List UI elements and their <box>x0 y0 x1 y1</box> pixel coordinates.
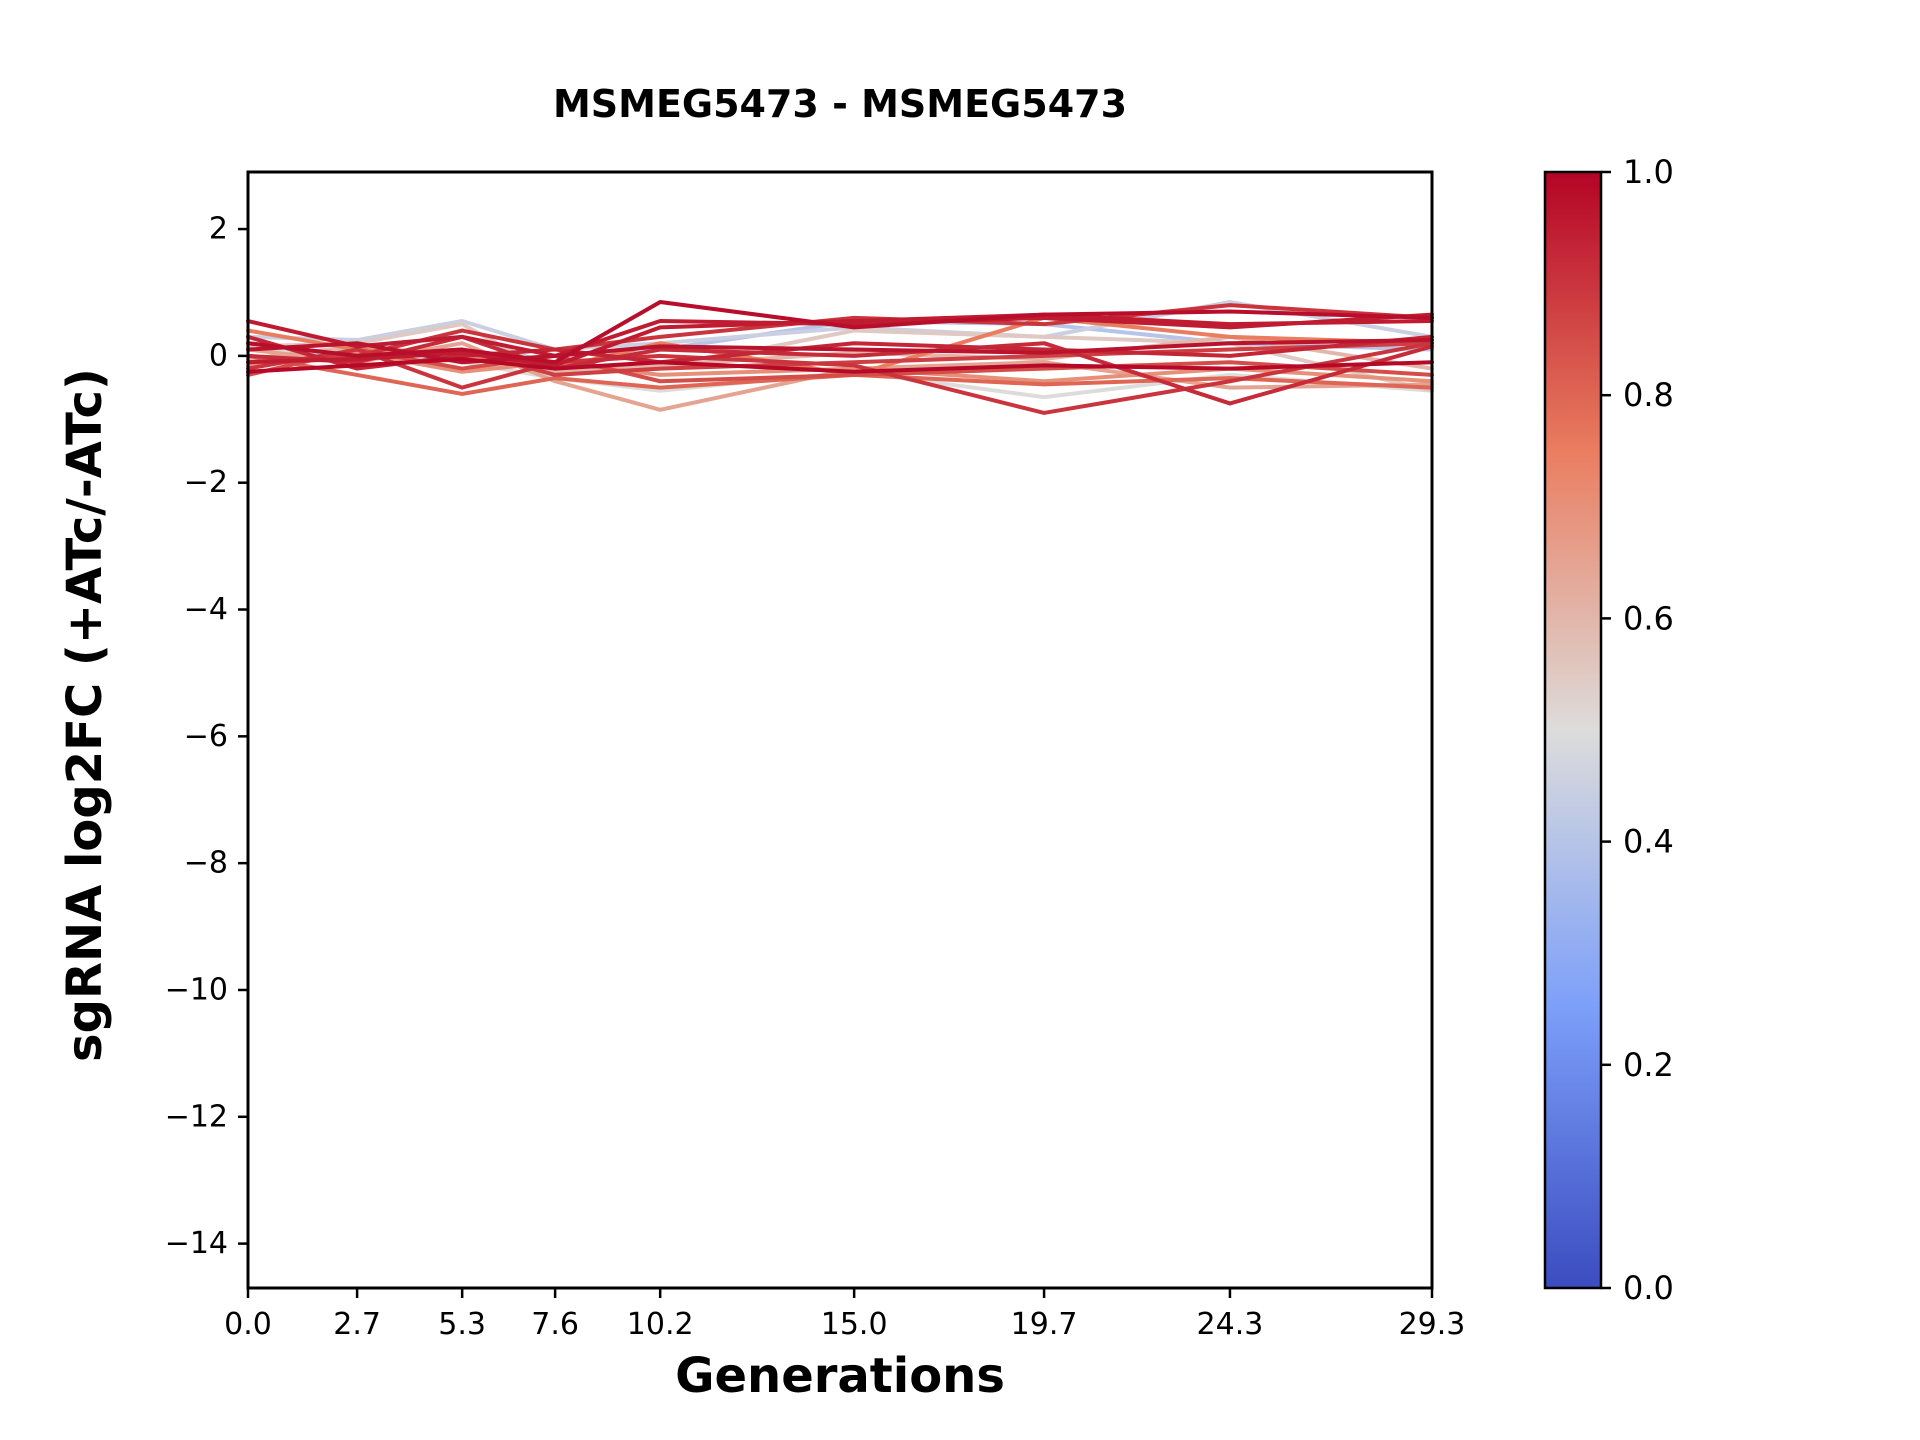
colorbar-tick-label: 0.8 <box>1623 376 1674 414</box>
series-line <box>246 350 1434 384</box>
colorbar-tick-label: 0.6 <box>1623 599 1674 637</box>
series-line <box>246 299 1434 365</box>
y-tick-label: −12 <box>165 1099 228 1134</box>
y-tick-label: −10 <box>165 972 228 1007</box>
colorbar-tick-label: 0.4 <box>1623 823 1674 861</box>
x-tick-label: 10.2 <box>627 1307 694 1342</box>
series-line <box>246 338 1434 365</box>
series-line <box>246 312 1434 368</box>
series-line <box>246 315 1434 377</box>
y-tick-label: 0 <box>209 338 228 373</box>
y-axis-label: sgRNA log2FC (+ATc/-ATc) <box>57 368 113 1062</box>
x-tick-label: 24.3 <box>1197 1307 1264 1342</box>
y-tick-label: −14 <box>165 1226 228 1261</box>
plot-area-border <box>246 170 1434 1290</box>
x-tick-label: 29.3 <box>1399 1307 1466 1342</box>
y-tick-label: −2 <box>184 465 228 500</box>
colorbar-tick-label: 0.0 <box>1623 1269 1674 1307</box>
x-tick-label: 15.0 <box>821 1307 888 1342</box>
x-tick-label: 7.6 <box>531 1307 579 1342</box>
x-tick-label: 0.0 <box>224 1307 272 1342</box>
y-tick-label: −8 <box>184 846 228 881</box>
chart-title: MSMEG5473 - MSMEG5473 <box>552 82 1128 126</box>
series-line <box>246 312 1434 358</box>
x-tick-label: 5.3 <box>438 1307 486 1342</box>
series-line <box>246 357 1434 374</box>
colorbar <box>1543 170 1603 1290</box>
x-axis-label: Generations <box>675 1348 1005 1404</box>
y-tick-label: −6 <box>184 719 228 754</box>
y-tick-label: 2 <box>209 212 228 247</box>
colorbar-tick-label: 1.0 <box>1623 153 1674 191</box>
x-tick-label: 19.7 <box>1011 1307 1078 1342</box>
y-tick-label: −4 <box>184 592 228 627</box>
series-line <box>246 353 1434 396</box>
x-tick-label: 2.7 <box>333 1307 381 1342</box>
colorbar-tick-label: 0.2 <box>1623 1046 1674 1084</box>
